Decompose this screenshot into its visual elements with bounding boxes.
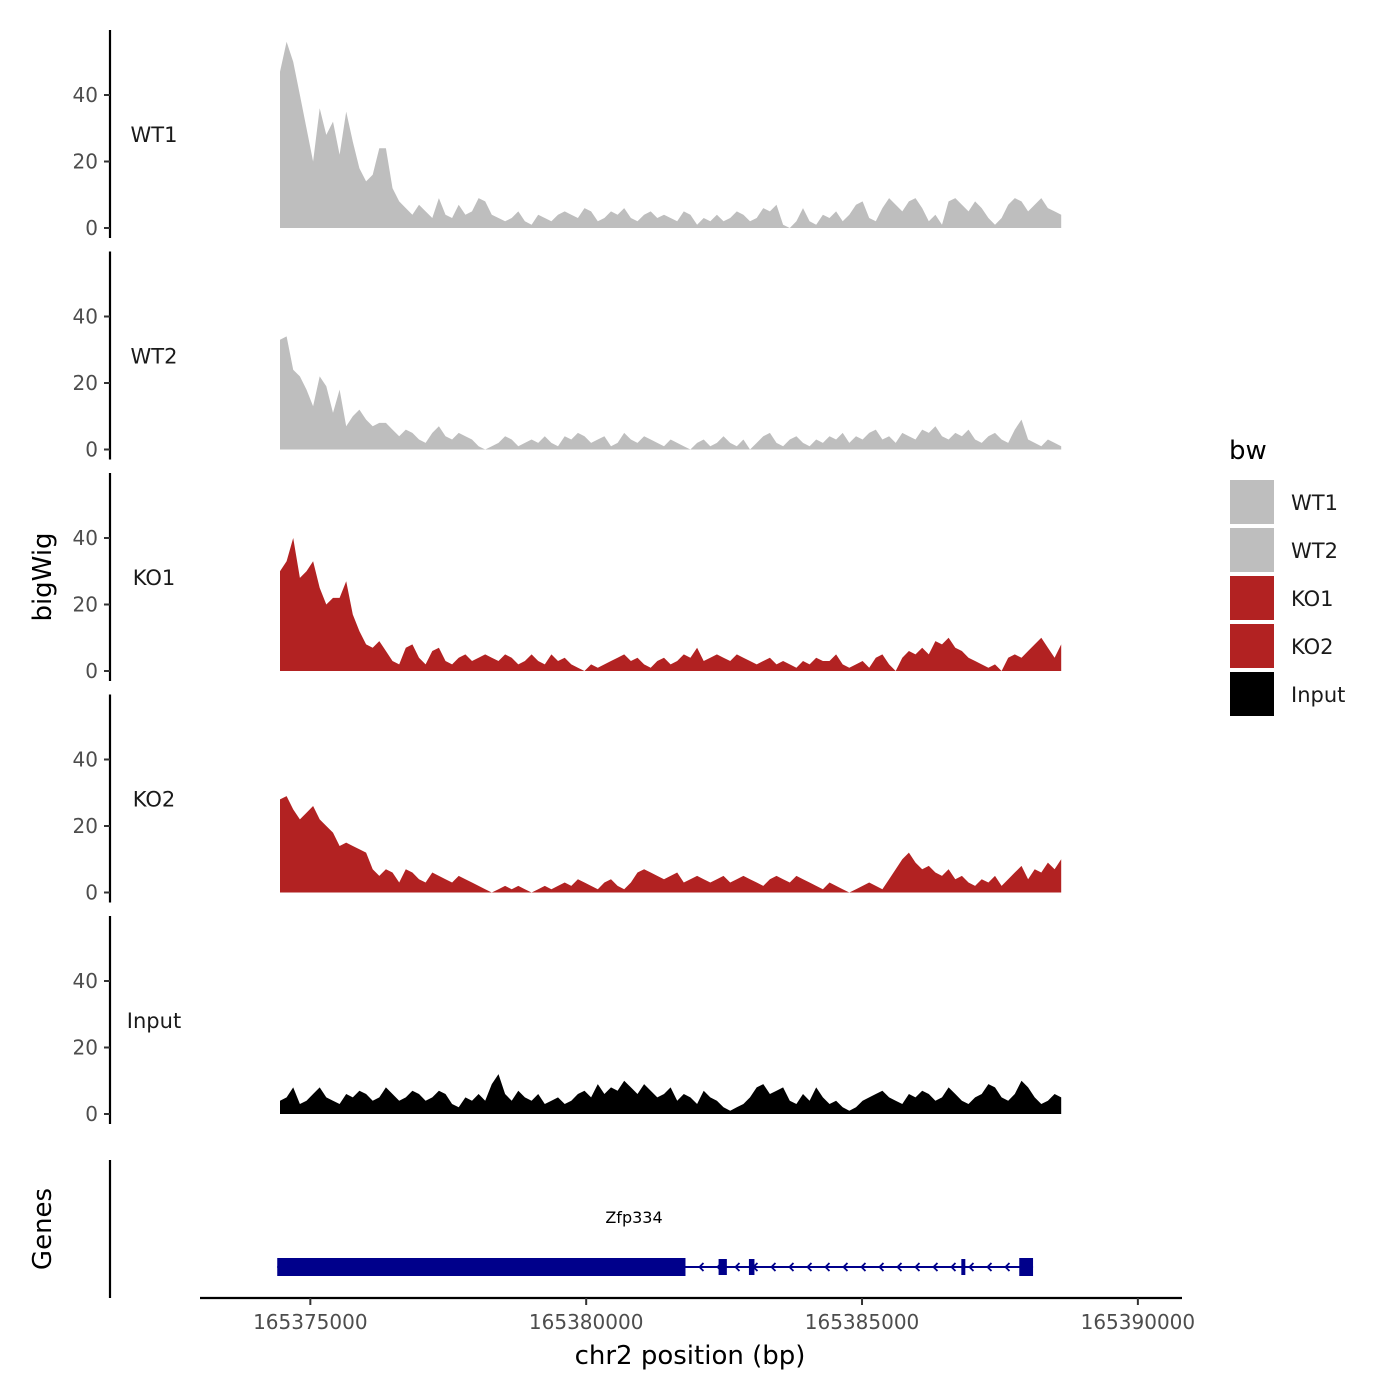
gene-utr-block xyxy=(277,1258,686,1276)
track-wt2: 0 20 40 WT2 xyxy=(73,251,1062,462)
strand-arrow xyxy=(1004,1262,1011,1272)
legend-label: Input xyxy=(1291,683,1345,707)
legend-label: WT2 xyxy=(1291,539,1338,563)
y-tick-label: 40 xyxy=(73,969,98,993)
strand-arrow xyxy=(950,1262,957,1272)
x-tick-label: 165385000 xyxy=(805,1310,920,1334)
y-tick-label: 0 xyxy=(85,881,98,905)
strand-arrow xyxy=(860,1262,867,1272)
legend: bw WT1 WT2 KO1 KO2 Input xyxy=(1229,436,1345,716)
x-tick-label: 165390000 xyxy=(1081,1310,1196,1334)
gene-name-label: Zfp334 xyxy=(605,1208,662,1227)
legend-swatch xyxy=(1230,672,1274,716)
track-wt1: 0 20 40 WT1 xyxy=(73,30,1062,240)
x-axis-title: chr2 position (bp) xyxy=(575,1341,806,1371)
y-tick-label: 0 xyxy=(85,659,98,683)
strand-arrow xyxy=(914,1262,921,1272)
strand-arrow xyxy=(716,1262,723,1272)
gene-exon xyxy=(1019,1258,1034,1276)
track-label: WT2 xyxy=(131,345,178,369)
track-label: KO1 xyxy=(133,566,176,590)
legend-item-input: Input xyxy=(1230,672,1345,716)
legend-item-wt1: WT1 xyxy=(1230,480,1338,524)
genes-track-label: Genes xyxy=(28,1188,58,1270)
genes-track: Genes Zfp334 xyxy=(28,1160,1034,1298)
track-input: 0 20 40 Input xyxy=(73,916,1062,1126)
y-tick-label: 20 xyxy=(73,371,98,395)
signal-area xyxy=(280,538,1062,671)
track-ko1: 0 20 40 KO1 xyxy=(73,473,1062,683)
y-tick-label: 40 xyxy=(73,305,98,329)
x-axis: 165375000 165380000 165385000 165390000 xyxy=(200,1296,1196,1334)
y-tick-label: 20 xyxy=(73,150,98,174)
x-tick-label: 165375000 xyxy=(253,1310,368,1334)
y-tick-label: 20 xyxy=(73,593,98,617)
legend-swatch xyxy=(1230,528,1274,572)
legend-label: KO1 xyxy=(1291,587,1334,611)
legend-swatch xyxy=(1230,576,1274,620)
strand-arrow xyxy=(896,1262,903,1272)
y-tick-label: 0 xyxy=(85,438,98,462)
strand-arrow xyxy=(824,1262,831,1272)
legend-item-wt2: WT2 xyxy=(1230,528,1338,572)
legend-swatch xyxy=(1230,624,1274,668)
signal-tracks: 0 20 40 WT1 0 20 40 WT2 0 20 40 KO1 0 20 40 KO2 0 20 40 Inp… xyxy=(73,30,1062,1126)
gene-exon xyxy=(718,1259,727,1275)
y-tick-label: 20 xyxy=(73,1036,98,1060)
strand-arrow xyxy=(698,1262,705,1272)
signal-area xyxy=(280,796,1062,893)
strand-arrow xyxy=(788,1262,795,1272)
track-ko2: 0 20 40 KO2 xyxy=(73,694,1062,905)
x-tick-label: 165380000 xyxy=(529,1310,644,1334)
signal-area xyxy=(280,1074,1062,1114)
gene-exon xyxy=(961,1259,966,1275)
gene-exon xyxy=(748,1259,755,1275)
strand-arrow xyxy=(842,1262,849,1272)
strand-arrow xyxy=(932,1262,939,1272)
y-tick-label: 40 xyxy=(73,526,98,550)
strand-arrow xyxy=(770,1262,777,1272)
strand-arrow xyxy=(734,1262,741,1272)
y-tick-label: 0 xyxy=(85,216,98,240)
y-tick-label: 40 xyxy=(73,748,98,772)
y-axis-title: bigWig xyxy=(28,532,58,621)
strand-arrow xyxy=(752,1262,759,1272)
strand-arrow xyxy=(806,1262,813,1272)
strand-arrow xyxy=(986,1262,993,1272)
legend-swatch xyxy=(1230,480,1274,524)
legend-label: WT1 xyxy=(1291,491,1338,515)
track-label: KO2 xyxy=(133,788,176,812)
legend-title: bw xyxy=(1229,436,1267,466)
legend-item-ko1: KO1 xyxy=(1230,576,1334,620)
legend-item-ko2: KO2 xyxy=(1230,624,1334,668)
strand-arrow xyxy=(968,1262,975,1272)
legend-label: KO2 xyxy=(1291,635,1334,659)
strand-arrow xyxy=(878,1262,885,1272)
y-tick-label: 40 xyxy=(73,83,98,107)
y-tick-label: 0 xyxy=(85,1102,98,1126)
y-tick-label: 20 xyxy=(73,814,98,838)
track-label: WT1 xyxy=(131,123,178,147)
signal-area xyxy=(280,336,1062,450)
track-label: Input xyxy=(127,1009,181,1033)
signal-area xyxy=(280,41,1062,228)
